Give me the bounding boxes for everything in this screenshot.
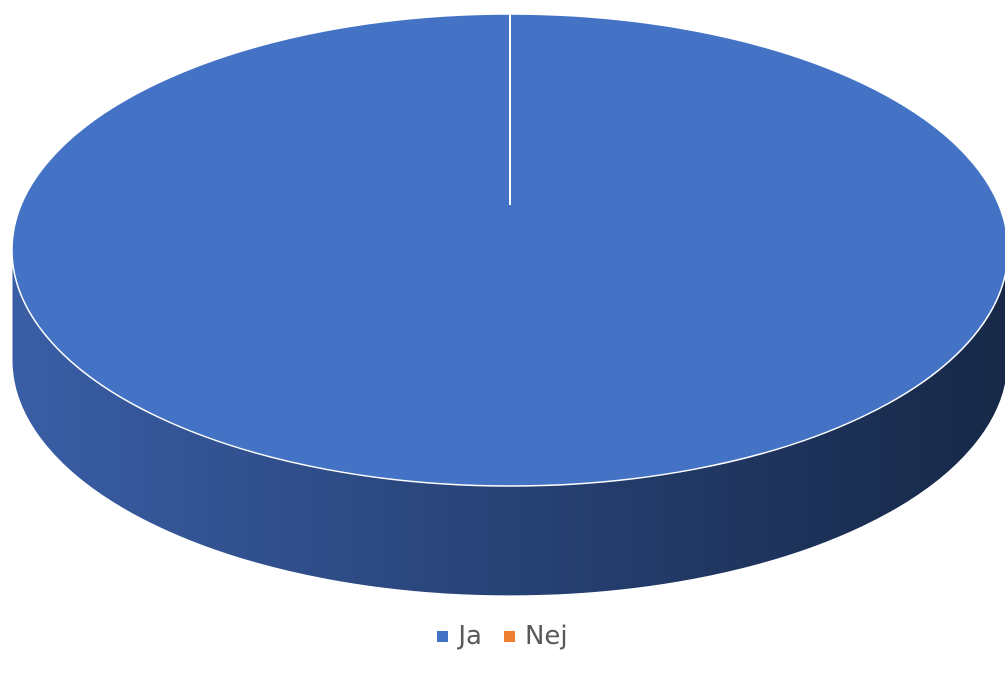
legend-label-nej: Nej: [524, 621, 568, 651]
pie-slice-ja: [11, 13, 1005, 487]
legend-swatch-ja: [437, 630, 449, 642]
legend-item-ja: Ja: [437, 621, 482, 651]
legend-item-nej: Nej: [503, 621, 568, 651]
legend-label-ja: Ja: [458, 621, 482, 651]
legend-swatch-nej: [503, 630, 515, 642]
chart-legend: Ja Nej: [0, 616, 1005, 656]
